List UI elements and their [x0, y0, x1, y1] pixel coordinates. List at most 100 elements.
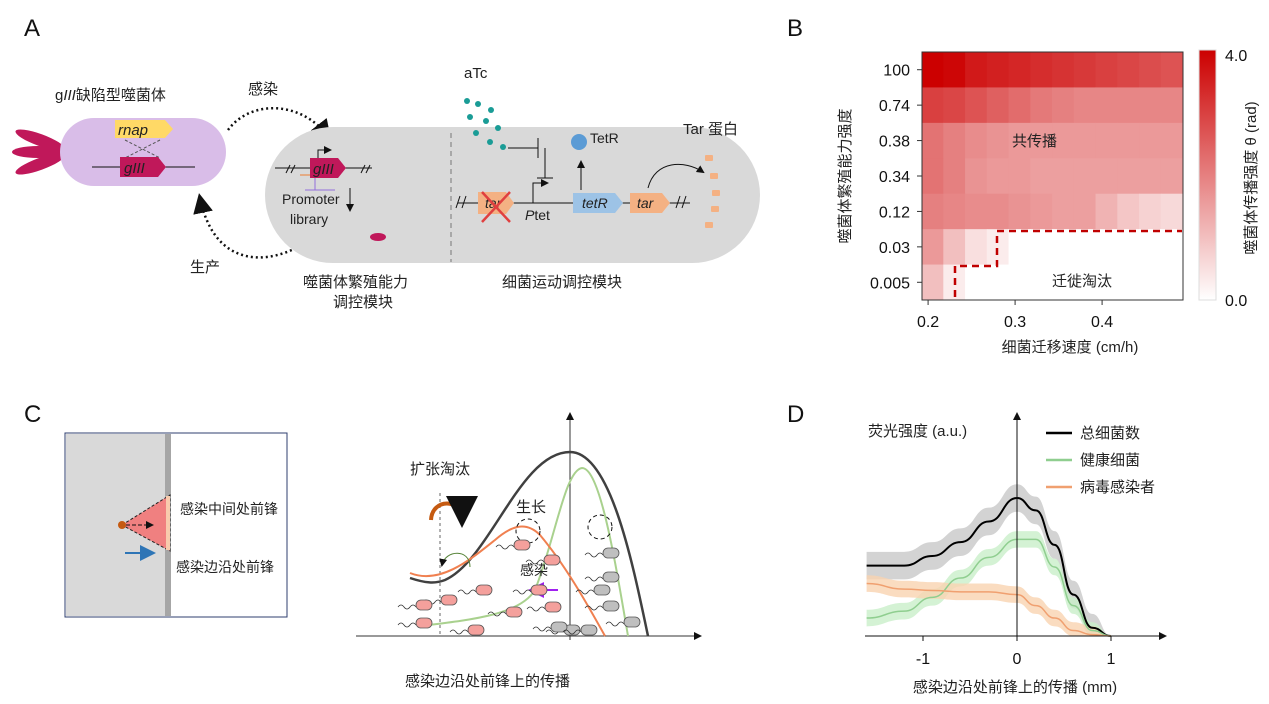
infect-arrow	[226, 107, 332, 140]
y-tick-label: 0.34	[879, 169, 910, 186]
heatmap-cell	[1073, 229, 1097, 266]
heatmap-cell	[943, 193, 966, 230]
x-tick-label: 0	[1013, 651, 1022, 668]
tetr-protein-icon	[571, 134, 587, 150]
tar-protein-label: Tar 蛋白	[683, 121, 738, 138]
elimination-annotation: 迁徙淘汰	[1052, 273, 1112, 290]
d-ylabel: 荧光强度 (a.u.)	[868, 423, 967, 440]
heatmap-cell	[1030, 122, 1053, 159]
heatmap-cell	[1117, 52, 1140, 88]
growth-rotate-icon	[439, 552, 471, 568]
heatmap-cell	[1160, 158, 1184, 195]
tar-gene-label: tar	[637, 195, 655, 211]
healthy-bacterium-icon	[623, 616, 641, 628]
heatmap-cell	[922, 193, 944, 230]
rnap-label: rnap	[118, 122, 148, 139]
heatmap-cells	[922, 52, 1184, 301]
heatmap-cell	[943, 158, 966, 195]
infect-label: 感染	[248, 81, 278, 98]
heatmap-cell	[965, 264, 988, 301]
growth-cycle-icon-2	[587, 514, 613, 540]
mid-front-label: 感染中间处前锋	[180, 501, 278, 517]
panel-label-d: D	[787, 401, 804, 428]
edge-front-label: 感染边沿处前锋	[176, 559, 274, 575]
atc-label: aTc	[464, 65, 488, 82]
heatmap-cell	[1117, 87, 1140, 124]
produce-label: 生产	[190, 259, 220, 276]
infect-label-c: 感染	[520, 562, 548, 578]
heatmap-cell	[1073, 158, 1097, 195]
heatmap-cell	[922, 87, 944, 124]
heatmap-cell	[1160, 52, 1184, 88]
heatmap-cell	[922, 122, 944, 159]
heatmap-cell	[1160, 193, 1184, 230]
heatmap-cell	[1095, 264, 1118, 301]
infected-bacterium-icon	[475, 584, 493, 596]
x-tick-label: 0.2	[917, 314, 939, 331]
tetr-protein-label: TetR	[590, 130, 619, 146]
heatmap-cell	[1160, 264, 1184, 301]
expansion-elimination-label: 扩张淘汰	[410, 461, 470, 478]
tar-receptors-icon	[705, 155, 720, 228]
y-tick-label: 0.74	[879, 98, 910, 115]
promoter-library-label-1: Promoter	[282, 191, 340, 207]
heatmap-cell	[965, 229, 988, 266]
heatmap-cell	[1052, 87, 1075, 124]
infected-bacterium-icon	[440, 594, 458, 606]
heatmap-cell	[1139, 193, 1162, 230]
heatmap-ylabel: 噬菌体繁殖能力强度	[837, 108, 854, 243]
heatmap-cell	[1160, 87, 1184, 124]
growth-label: 生长	[516, 499, 546, 516]
confidence-band	[866, 531, 1111, 636]
heatmap-cell	[965, 87, 988, 124]
growth-cycle-icon	[515, 518, 541, 544]
panel-label-c: C	[24, 401, 41, 428]
heatmap-cell	[1139, 87, 1162, 124]
heatmap-cell	[1073, 52, 1097, 88]
healthy-curve	[419, 466, 629, 637]
phage-capsule	[60, 118, 226, 186]
heatmap-cell	[1008, 158, 1031, 195]
colorbar	[1198, 49, 1217, 301]
atc-molecules-icon	[464, 98, 506, 150]
panel-c: 感染中间处前锋 感染边沿处前锋 扩张淘汰 生长 感染 感染边沿处前锋上的传播	[64, 412, 702, 690]
module2-label: 细菌运动调控模块	[502, 274, 622, 291]
module1-label-2: 调控模块	[333, 294, 393, 311]
panel-b-heatmap: 共传播 迁徙淘汰 100 0.74 0.38 0.34 0.12 0.03 0.005 0.…	[837, 48, 1260, 356]
heatmap-cell	[1117, 122, 1140, 159]
heatmap-cell	[1073, 87, 1097, 124]
bacterial-cell	[265, 127, 760, 263]
healthy-bacterium-icon	[580, 624, 598, 636]
heatmap-cell	[1139, 52, 1162, 88]
bacteria-cells	[397, 539, 641, 636]
heatmap-cell	[1052, 158, 1075, 195]
infected-bacterium-icon	[530, 584, 548, 596]
produce-arrow	[193, 193, 306, 259]
legend-label: 总细菌数	[1080, 425, 1140, 442]
colorbar-min: 0.0	[1225, 293, 1247, 310]
infected-bacterium-icon	[415, 599, 433, 611]
heatmap-cell	[1139, 158, 1162, 195]
giii-label-phage: gIII	[124, 160, 145, 177]
heatmap-cell	[1008, 193, 1031, 230]
infection-origin-icon	[118, 521, 126, 529]
heatmap-cell	[1052, 264, 1075, 301]
healthy-bacterium-icon	[602, 547, 620, 559]
heatmap-cell	[1030, 229, 1053, 266]
heatmap-cell	[1139, 264, 1162, 301]
heatmap-cell	[1095, 122, 1118, 159]
tar-gene	[630, 193, 670, 213]
heatmap-cell	[1008, 87, 1031, 124]
heatmap-cell	[943, 229, 966, 266]
heatmap-cell	[1117, 229, 1140, 266]
heatmap-cell	[986, 193, 1010, 230]
heatmap-cell	[1030, 158, 1053, 195]
x-tick-label: -1	[916, 651, 930, 668]
heatmap-cell	[1008, 52, 1031, 88]
panel-d-linechart: -1 0 1 荧光强度 (a.u.) 感染边沿处前锋上的传播 (mm) 总细菌数健康…	[865, 412, 1167, 696]
healthy-bacterium-icon	[602, 571, 620, 583]
heatmap-cell	[922, 229, 944, 266]
y-tick-label: 0.005	[870, 275, 910, 292]
x-tick-label: 0.3	[1004, 314, 1026, 331]
heatmap-cell	[1073, 122, 1097, 159]
